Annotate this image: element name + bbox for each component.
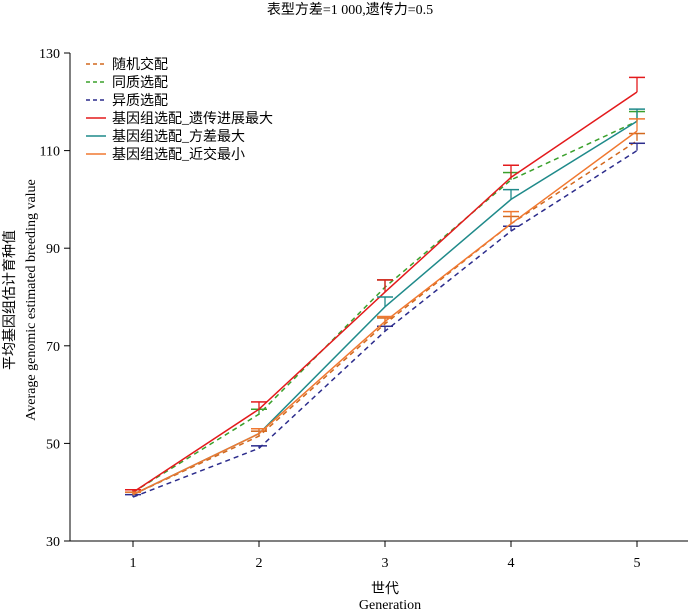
x-tick-label: 5 — [634, 556, 641, 571]
series-line — [132, 130, 638, 496]
series-1 — [125, 132, 645, 496]
x-tick-label: 3 — [382, 556, 389, 571]
legend-label: 基因组选配_方差最大 — [112, 128, 245, 145]
error-bar — [629, 142, 645, 151]
x-ticks: 1 2 3 4 5 — [130, 541, 641, 571]
legend-item: 同质选配 — [86, 75, 168, 91]
legend-label: 基因组选配_近交最小 — [112, 146, 245, 163]
y-tick-label: 30 — [46, 535, 60, 550]
x-tick-label: 4 — [508, 556, 515, 571]
y-ticks: 30 50 70 90 110 130 — [39, 47, 70, 550]
y-tick-label: 130 — [39, 47, 60, 62]
y-tick-label: 70 — [46, 340, 60, 355]
error-bar — [503, 164, 519, 178]
y-axis-title-en: Average genomic estimated breeding value — [24, 179, 39, 421]
axes — [69, 53, 688, 542]
series-5 — [125, 108, 645, 496]
chart-title: 表型方差=1 000,遗传力=0.5 — [267, 2, 433, 18]
error-bar — [251, 401, 267, 410]
legend-label: 异质选配 — [112, 93, 168, 109]
error-bar — [503, 188, 519, 200]
error-bar — [377, 315, 393, 322]
y-axis-title-cn: 平均基因组估计育种值 — [1, 230, 18, 370]
x-tick-label: 2 — [256, 556, 263, 571]
x-tick-label: 1 — [130, 556, 137, 571]
x-axis-title-cn: 世代 — [371, 581, 399, 597]
y-tick-label: 90 — [46, 242, 60, 257]
legend-item: 随机交配 — [86, 56, 168, 73]
error-bar — [251, 428, 267, 434]
legend-item: 基因组选配_方差最大 — [86, 128, 245, 145]
legend-item: 基因组选配_近交最小 — [86, 146, 245, 163]
legend-label: 随机交配 — [112, 56, 168, 73]
legend-item: 基因组选配_遗传进展最大 — [86, 110, 273, 127]
error-bar — [629, 76, 645, 93]
error-bar — [629, 132, 645, 141]
y-tick-label: 110 — [40, 145, 60, 160]
legend-item: 异质选配 — [86, 93, 168, 109]
legend-label: 基因组选配_遗传进展最大 — [112, 110, 273, 127]
error-bar — [251, 445, 267, 449]
error-bar — [125, 491, 141, 495]
legend-label: 同质选配 — [112, 75, 168, 91]
y-tick-label: 50 — [46, 437, 60, 452]
series-line — [132, 149, 638, 498]
series-line — [132, 120, 638, 496]
series-6 — [125, 118, 645, 496]
series-group — [125, 76, 645, 498]
series-4 — [125, 76, 645, 493]
error-bar — [503, 225, 519, 232]
error-bar — [125, 493, 141, 498]
error-bar — [377, 279, 393, 293]
x-axis-title-en: Generation — [359, 598, 421, 611]
legend: 随机交配同质选配异质选配基因组选配_遗传进展最大基因组选配_方差最大基因组选配_… — [86, 56, 273, 163]
error-bar — [503, 210, 519, 224]
error-bar — [629, 118, 645, 132]
error-bar — [377, 296, 393, 307]
